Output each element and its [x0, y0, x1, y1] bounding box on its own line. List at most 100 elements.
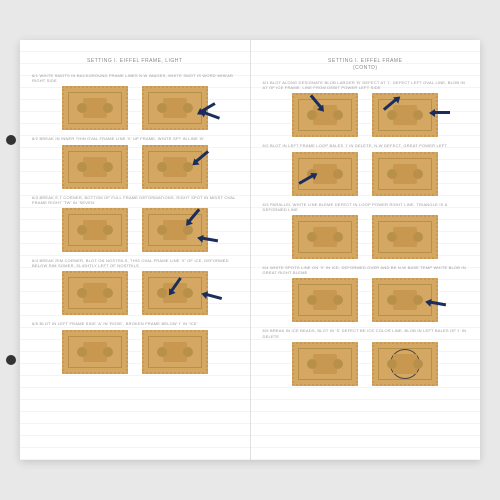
stamp-design	[393, 105, 417, 125]
row-label: 6/3 PARALLEL WHITE LINE BLEME DEFECT IN …	[263, 202, 469, 212]
stamp	[372, 342, 438, 386]
album-spread: SETTING I. EIFFEL FRAME, LIGHT 6/1 WHITE…	[20, 40, 480, 460]
stamp-inner-frame	[378, 284, 432, 316]
stamp-design	[393, 354, 417, 374]
stamp-pair	[263, 152, 469, 196]
stamp-inner-frame	[378, 158, 432, 190]
stamp-row: 6/2 BLOT IN LEFT FRAME LOOP BALES 'I' IN…	[263, 143, 469, 195]
stamp-row: 6/3 PARALLEL WHITE LINE BLEME DEFECT IN …	[263, 202, 469, 259]
row-label: 6/2 BREAK IN INNER THIN OVAL FRAME LINE …	[32, 136, 238, 141]
row-label: 6/4 WHITE SPOTS LINE ON 'X' IN ICE, DEFO…	[263, 265, 469, 275]
right-page: SETTING I. EIFFEL FRAME (CONTD) 6/1 BLOT…	[250, 40, 481, 460]
stamp	[372, 278, 438, 322]
stamp-pair	[263, 93, 469, 137]
stamp-design	[393, 290, 417, 310]
header-line: (CONTD)	[263, 65, 469, 72]
annotation-arrow	[430, 301, 446, 307]
annotation-arrow	[202, 237, 218, 243]
row-label: 6/4 BREAK RIM CORNER, BLOT ON NOSTRILS, …	[32, 258, 238, 268]
stamp-design	[313, 354, 337, 374]
stamp-inner-frame	[68, 336, 122, 368]
stamp-inner-frame	[298, 284, 352, 316]
stamp-pair	[263, 342, 469, 386]
stamp-design	[163, 342, 187, 362]
stamp-pair	[32, 330, 238, 374]
annotation-arrow	[434, 111, 450, 114]
binding-hole	[6, 135, 16, 145]
stamp-design	[313, 227, 337, 247]
header-line: SETTING I. EIFFEL FRAME, LIGHT	[32, 58, 238, 65]
stamp-inner-frame	[378, 348, 432, 380]
stamp-row: 6/5 BREAK IN ICE BEADS, BLOT IN 'S' DEFE…	[263, 328, 469, 385]
row-label: 6/5 BREAK IN ICE BEADS, BLOT IN 'S' DEFE…	[263, 328, 469, 338]
stamp-inner-frame	[68, 151, 122, 183]
stamp-row: 6/1 WHITE SMOTS IN BACKGROUND FRAME LINE…	[32, 73, 238, 130]
stamp-pair	[263, 278, 469, 322]
stamp-inner-frame	[378, 221, 432, 253]
stamp	[62, 208, 128, 252]
stamp	[142, 145, 208, 189]
stamp-inner-frame	[68, 92, 122, 124]
stamp-row: 6/4 BREAK RIM CORNER, BLOT ON NOSTRILS, …	[32, 258, 238, 315]
stamp	[292, 152, 358, 196]
stamp	[142, 86, 208, 130]
stamp	[372, 215, 438, 259]
stamp	[62, 145, 128, 189]
stamp-inner-frame	[148, 336, 202, 368]
stamp-inner-frame	[68, 214, 122, 246]
stamp-inner-frame	[148, 92, 202, 124]
stamp	[292, 215, 358, 259]
left-rows-container: 6/1 WHITE SMOTS IN BACKGROUND FRAME LINE…	[32, 73, 238, 374]
right-rows-container: 6/1 BLOT ALONG DESIGNATE BLOB LARGER 'B'…	[263, 80, 469, 386]
stamp	[142, 330, 208, 374]
stamp-design	[313, 290, 337, 310]
stamp	[142, 208, 208, 252]
stamp	[62, 271, 128, 315]
stamp-inner-frame	[298, 221, 352, 253]
stamp-design	[163, 157, 187, 177]
stamp-pair	[32, 271, 238, 315]
stamp	[142, 271, 208, 315]
stamp-design	[163, 98, 187, 118]
stamp	[62, 86, 128, 130]
row-label: 6/2 BLOT IN LEFT FRAME LOOP BALES 'I' IN…	[263, 143, 469, 148]
stamp-design	[83, 220, 107, 240]
stamp-pair	[32, 145, 238, 189]
binding-hole	[6, 355, 16, 365]
left-page: SETTING I. EIFFEL FRAME, LIGHT 6/1 WHITE…	[20, 40, 250, 460]
stamp-inner-frame	[68, 277, 122, 309]
stamp-design	[83, 157, 107, 177]
stamp	[62, 330, 128, 374]
stamp-row: 6/2 BREAK IN INNER THIN OVAL FRAME LINE …	[32, 136, 238, 188]
stamp-design	[83, 342, 107, 362]
stamp-inner-frame	[298, 99, 352, 131]
stamp	[372, 152, 438, 196]
stamp-pair	[263, 215, 469, 259]
annotation-arrow	[206, 293, 222, 300]
stamp	[292, 278, 358, 322]
stamp	[292, 93, 358, 137]
stamp-design	[83, 283, 107, 303]
stamp-inner-frame	[298, 158, 352, 190]
stamp-row: 6/4 WHITE SPOTS LINE ON 'X' IN ICE, DEFO…	[263, 265, 469, 322]
right-page-header: SETTING I. EIFFEL FRAME (CONTD)	[263, 58, 469, 72]
stamp-inner-frame	[298, 348, 352, 380]
stamp	[292, 342, 358, 386]
row-label: 6/1 WHITE SMOTS IN BACKGROUND FRAME LINE…	[32, 73, 238, 83]
row-label: 6/3 BREAK E.T CORNER, BOTTOM OF FULL FRA…	[32, 195, 238, 205]
stamp-row: 6/3 BREAK E.T CORNER, BOTTOM OF FULL FRA…	[32, 195, 238, 252]
stamp-design	[393, 164, 417, 184]
stamp-inner-frame	[148, 214, 202, 246]
binding-holes	[2, 40, 20, 460]
stamp-pair	[32, 86, 238, 130]
stamp	[372, 93, 438, 137]
row-label: 6/1 BLOT ALONG DESIGNATE BLOB LARGER 'B'…	[263, 80, 469, 90]
stamp-design	[393, 227, 417, 247]
annotation-arrow	[204, 112, 220, 120]
stamp-pair	[32, 208, 238, 252]
row-label: 6/5 BLOT IN LEFT FRAME SIDE 'A' IN 'ROSE…	[32, 321, 238, 326]
header-line: SETTING I. EIFFEL FRAME	[263, 58, 469, 65]
stamp-row: 6/5 BLOT IN LEFT FRAME SIDE 'A' IN 'ROSE…	[32, 321, 238, 373]
stamp-row: 6/1 BLOT ALONG DESIGNATE BLOB LARGER 'B'…	[263, 80, 469, 137]
stamp-design	[83, 98, 107, 118]
